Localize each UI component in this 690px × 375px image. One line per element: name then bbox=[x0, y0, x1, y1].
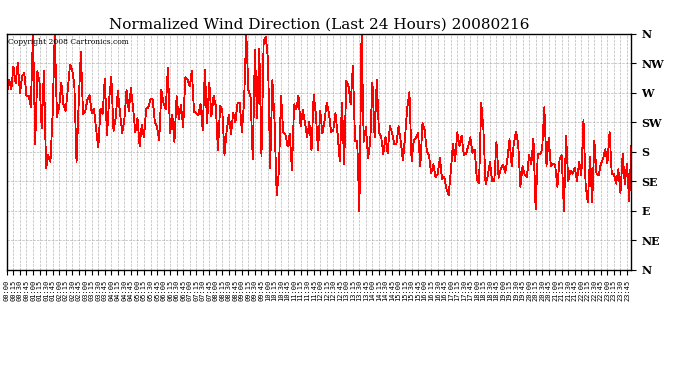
Title: Normalized Wind Direction (Last 24 Hours) 20080216: Normalized Wind Direction (Last 24 Hours… bbox=[109, 17, 529, 31]
Text: Copyright 2008 Cartronics.com: Copyright 2008 Cartronics.com bbox=[8, 39, 129, 46]
